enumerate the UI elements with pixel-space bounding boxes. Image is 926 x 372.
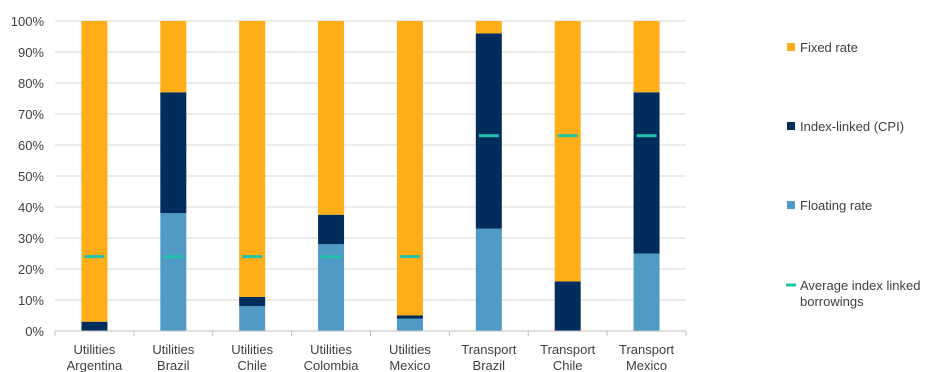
y-tick-label: 70% [18,107,44,122]
y-tick-label: 80% [18,76,44,91]
bar-segment [239,306,266,331]
bar-segment [239,21,266,297]
x-tick-label: Argentina [67,358,123,372]
y-tick-label: 10% [18,293,44,308]
average-marker [163,255,184,259]
average-marker [399,255,420,259]
x-axis: UtilitiesArgentinaUtilitiesBrazilUtiliti… [54,330,687,372]
x-tick-label: Utilities [152,342,194,357]
bar-segment [81,21,108,322]
legend-label: Floating rate [800,198,872,213]
legend-swatch [786,283,796,287]
legend-swatch [787,201,795,209]
average-marker [84,255,105,259]
bar-segment [475,228,502,331]
legend-label: borrowings [800,294,864,309]
x-tick-label: Colombia [304,358,360,372]
bar-segment [633,253,660,331]
bar-segment [160,21,187,93]
x-tick-label: Mexico [389,358,430,372]
x-tick-label: Utilities [389,342,431,357]
x-tick-label: Chile [237,358,267,372]
bar-segment [475,21,502,34]
bar-segment [318,214,345,245]
y-axis: 0% 10% 20% 30% 40% 50% 60% 70% 80% 90% 100% [11,14,45,339]
bar-segment [160,213,187,331]
bar-segment [554,281,581,331]
y-tick-label: 50% [18,169,44,184]
legend-label: Average index linked [800,278,920,293]
average-marker [321,255,342,259]
legend: Fixed rate Index-linked (CPI) Floating rat… [786,40,920,309]
average-markers [84,134,657,259]
gridlines [55,20,686,301]
bars [81,21,660,331]
x-tick-label: Transport [540,342,596,357]
y-tick-label: 90% [18,45,44,60]
x-tick-label: Transport [619,342,675,357]
x-tick-label: Mexico [626,358,667,372]
bar-segment [475,33,502,229]
bar-segment [554,21,581,282]
bar-segment [396,315,423,319]
x-tick-label: Utilities [231,342,273,357]
y-tick-label: 40% [18,200,44,215]
bar-segment [81,321,108,331]
legend-label: Index-linked (CPI) [800,119,904,134]
x-tick-label: Transport [461,342,517,357]
legend-swatch [787,122,795,130]
x-tick-label: Chile [553,358,583,372]
x-tick-label: Brazil [157,358,190,372]
bar-segment [633,21,660,93]
average-marker [636,134,657,138]
bar-segment [396,21,423,316]
y-tick-label: 20% [18,262,44,277]
bar-segment [633,92,660,254]
average-marker [242,255,263,259]
legend-label: Fixed rate [800,40,858,55]
average-marker [478,134,499,138]
average-marker [557,134,578,138]
y-tick-label: 0% [25,324,44,339]
bar-segment [239,296,266,307]
bar-segment [318,244,345,331]
y-tick-label: 100% [11,14,45,29]
bar-segment [318,21,345,215]
legend-swatch [787,43,795,51]
bar-segment [396,318,423,331]
x-tick-label: Utilities [310,342,352,357]
x-tick-label: Brazil [473,358,506,372]
bar-segment [160,92,187,214]
y-tick-label: 60% [18,138,44,153]
x-tick-label: Utilities [73,342,115,357]
y-tick-label: 30% [18,231,44,246]
